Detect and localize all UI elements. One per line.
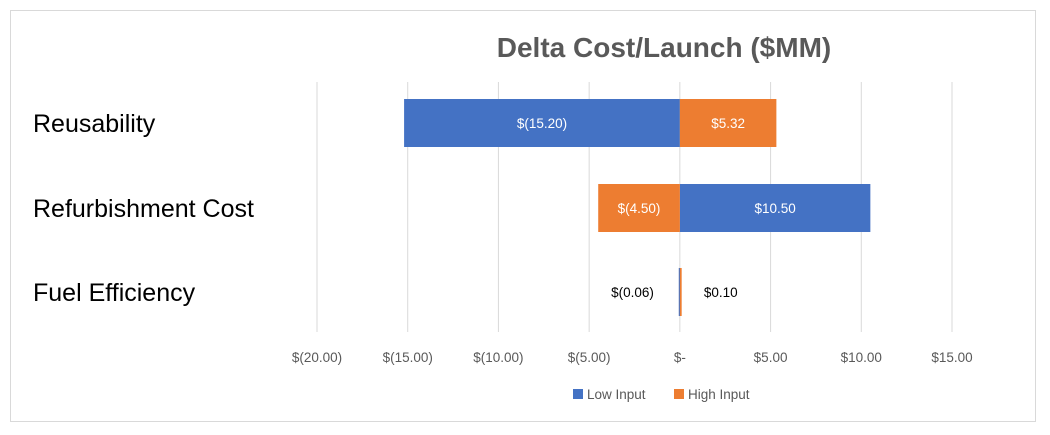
data-label: $(15.20)	[517, 116, 567, 131]
legend-label: Low Input	[587, 387, 646, 402]
data-label: $(4.50)	[618, 201, 661, 216]
x-tick-label: $10.00	[841, 350, 882, 365]
data-label: $(0.06)	[611, 285, 654, 300]
x-axis-tick-labels: $(20.00) $(15.00) $(10.00) $(5.00) $- $5.00 $1…	[292, 350, 973, 365]
category-label: Reusability	[33, 110, 156, 138]
category-label: Fuel Efficiency	[33, 279, 196, 307]
category-label: Refurbishment Cost	[33, 195, 254, 223]
legend-swatch	[674, 389, 684, 399]
data-label: $5.32	[711, 116, 745, 131]
data-labels: $(15.20) $10.50 $(0.06) $5.32 $(4.50) $0.10	[517, 116, 796, 300]
bar-high-input	[679, 99, 777, 147]
x-tick-label: $(15.00)	[383, 350, 433, 365]
bar-high-input	[598, 184, 680, 232]
x-tick-label: $5.00	[754, 350, 788, 365]
bar-low-input	[679, 184, 871, 232]
legend-label: High Input	[688, 387, 750, 402]
bar-low-input	[404, 99, 680, 147]
data-label: $10.50	[754, 201, 795, 216]
x-tick-label: $15.00	[931, 350, 972, 365]
bars	[404, 99, 871, 316]
x-tick-label: $(5.00)	[568, 350, 611, 365]
data-label: $0.10	[704, 285, 738, 300]
bar-high-input	[679, 268, 682, 316]
legend: Low Input High Input	[573, 387, 750, 402]
legend-swatch	[573, 389, 583, 399]
x-tick-label: $(20.00)	[292, 350, 342, 365]
category-labels: Reusability Refurbishment Cost Fuel Effici…	[33, 110, 254, 307]
bar-low-input	[678, 268, 681, 316]
x-tick-label: $-	[674, 350, 686, 365]
chart-title: Delta Cost/Launch ($MM)	[497, 32, 831, 63]
x-tick-label: $(10.00)	[473, 350, 523, 365]
